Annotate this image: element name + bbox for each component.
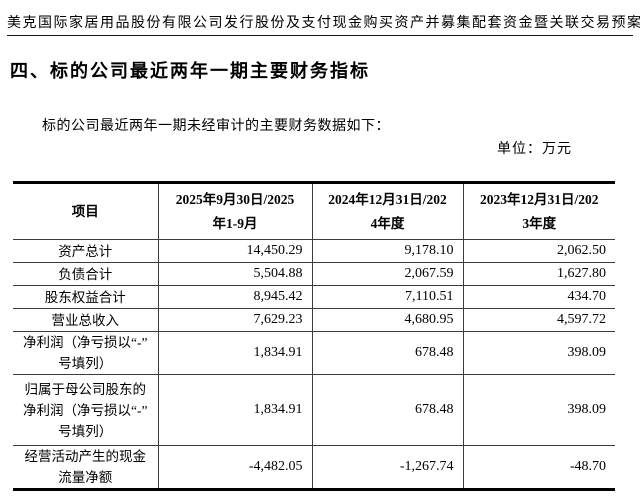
column-header-2025: 2025年9月30日/2025 年1-9月 <box>157 182 312 240</box>
row-label: 资产总计 <box>58 243 113 259</box>
table-row-total-liabilities: 负债合计 5,504.88 2,067.59 1,627.80 <box>13 262 615 286</box>
value-cell: 7,629.23 <box>157 308 312 332</box>
row-label: 经营活动产生的现金 流量净额 <box>24 449 147 485</box>
value-cell: 5,504.88 <box>157 262 312 286</box>
row-label: 股东权益合计 <box>44 289 126 305</box>
value-cell: 4,680.95 <box>311 308 463 332</box>
row-label: 营业总收入 <box>51 312 120 328</box>
value-cell: 8,945.42 <box>157 285 312 309</box>
value-cell: 434.70 <box>462 285 615 309</box>
value-cell: 398.09 <box>462 374 615 446</box>
value-cell: 1,834.91 <box>157 331 312 375</box>
section-heading: 四、标的公司最近两年一期主要财务指标 <box>10 61 370 81</box>
table-row-net-profit: 净利润（净亏损以“-” 号填列） 1,834.91 678.48 398.09 <box>13 331 615 375</box>
table-row-total-equity: 股东权益合计 8,945.42 7,110.51 434.70 <box>13 285 615 309</box>
table-row-total-revenue: 营业总收入 7,629.23 4,680.95 4,597.72 <box>13 308 615 332</box>
column-header-2023: 2023年12月31日/202 3年度 <box>462 182 615 240</box>
value-cell: -4,482.05 <box>157 445 312 490</box>
intro-paragraph: 标的公司最近两年一期未经审计的主要财务数据如下： <box>42 119 390 134</box>
value-cell: 1,627.80 <box>462 262 615 286</box>
value-cell: 2,067.59 <box>311 262 463 286</box>
value-cell: 678.48 <box>311 374 463 446</box>
column-header-item: 项目 <box>71 203 99 219</box>
column-header-2024: 2024年12月31日/202 4年度 <box>311 182 463 240</box>
value-cell: 398.09 <box>462 331 615 375</box>
value-cell: 9,178.10 <box>311 239 463 263</box>
value-cell: 1,834.91 <box>157 374 312 446</box>
row-label: 净利润（净亏损以“-” 号填列） <box>23 335 148 371</box>
value-cell: 7,110.51 <box>311 285 463 309</box>
financial-indicators-table: 项目 2025年9月30日/2025 年1-9月 2024年12月31日/202… <box>13 181 615 491</box>
row-label: 负债合计 <box>58 266 113 282</box>
value-cell: 678.48 <box>311 331 463 375</box>
value-cell: 2,062.50 <box>462 239 615 263</box>
value-cell: 14,450.29 <box>157 239 312 263</box>
value-cell: 4,597.72 <box>462 308 615 332</box>
table-row-operating-cash-flow: 经营活动产生的现金 流量净额 -4,482.05 -1,267.74 -48.7… <box>13 445 615 490</box>
value-cell: -1,267.74 <box>311 445 463 490</box>
row-label: 归属于母公司股东的 净利润（净亏损以“-” 号填列） <box>23 381 148 439</box>
table-row-net-profit-parent: 归属于母公司股东的 净利润（净亏损以“-” 号填列） 1,834.91 678.… <box>13 374 615 446</box>
table-row-total-assets: 资产总计 14,450.29 9,178.10 2,062.50 <box>13 239 615 263</box>
table-header-row: 项目 2025年9月30日/2025 年1-9月 2024年12月31日/202… <box>13 182 615 240</box>
unit-label: 单位：万元 <box>497 142 572 157</box>
document-header-title: 美克国际家居用品股份有限公司发行股份及支付现金购买资产并募集配套资金暨关联交易预… <box>7 12 640 36</box>
value-cell: -48.70 <box>462 445 615 490</box>
